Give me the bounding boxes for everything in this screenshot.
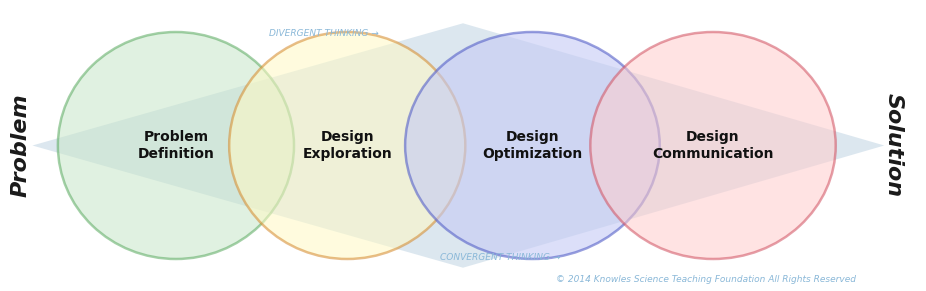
Ellipse shape <box>57 32 294 259</box>
Text: DIVERGENT THINKING →: DIVERGENT THINKING → <box>269 29 379 38</box>
Text: Design
Optimization: Design Optimization <box>482 129 582 162</box>
Text: Design
Exploration: Design Exploration <box>303 129 392 162</box>
Text: © 2014 Knowles Science Teaching Foundation All Rights Reserved: © 2014 Knowles Science Teaching Foundati… <box>556 276 856 284</box>
Text: Problem: Problem <box>10 94 31 197</box>
Ellipse shape <box>230 32 466 259</box>
Text: CONVERGENT THINKING →: CONVERGENT THINKING → <box>440 253 560 262</box>
Text: Problem
Definition: Problem Definition <box>137 129 215 162</box>
Ellipse shape <box>405 32 659 259</box>
Polygon shape <box>32 23 884 268</box>
Text: Design
Communication: Design Communication <box>652 129 774 162</box>
Text: Solution: Solution <box>883 93 904 198</box>
Ellipse shape <box>591 32 836 259</box>
